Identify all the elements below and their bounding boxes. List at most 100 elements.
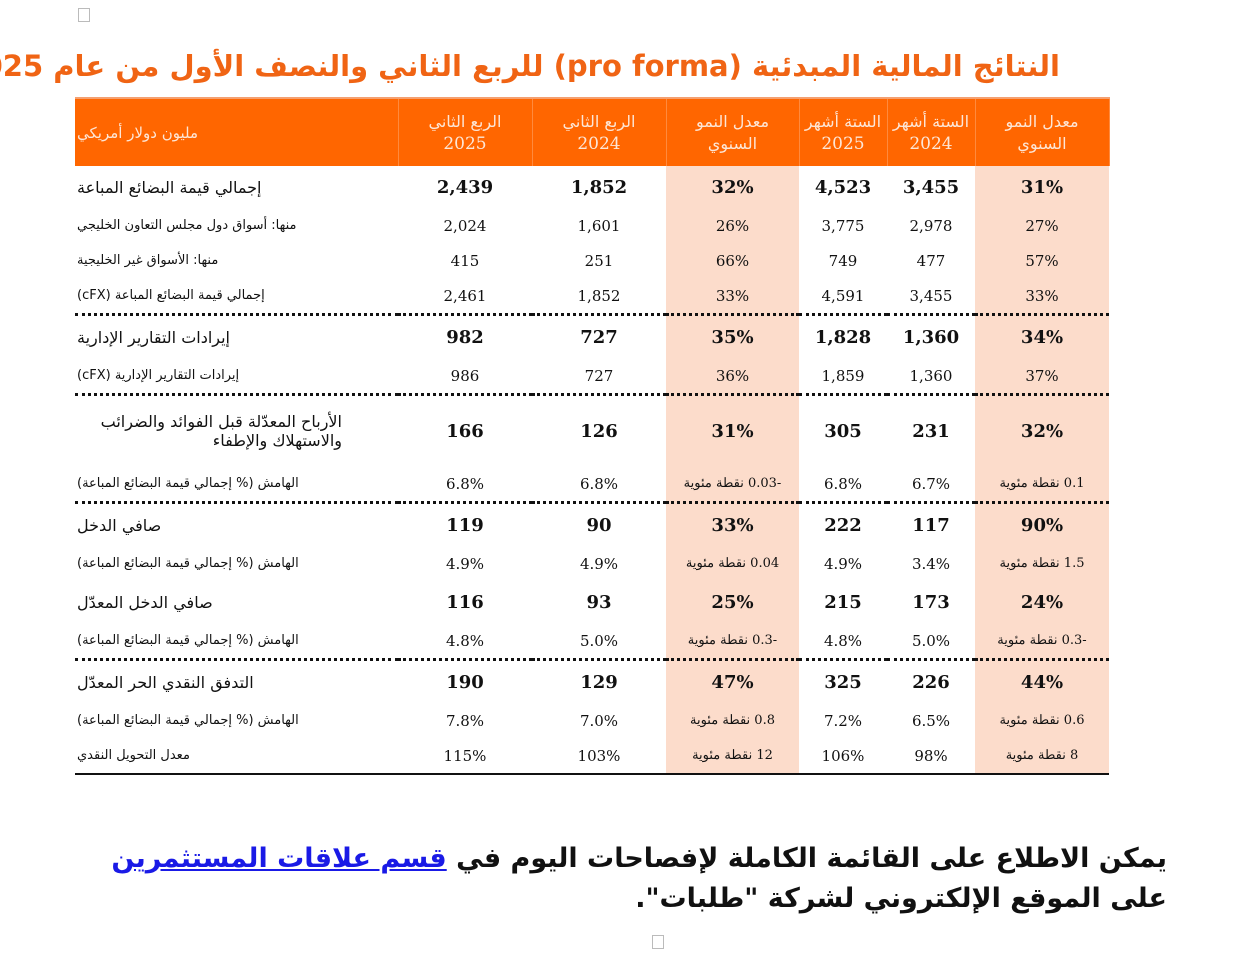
table-row: الهامش (% إجمالي قيمة البضائع المباعة) 4…	[75, 623, 1109, 661]
cell-quarter-growth: 47%	[666, 659, 799, 703]
investor-relations-link[interactable]: قسم علاقات المستثمرين	[111, 843, 447, 874]
table-row: صافي الدخل 119 90 33% 222 117 90%	[75, 502, 1109, 546]
table-row: إجمالي قيمة البضائع المباعة 2,439 1,852 …	[75, 166, 1109, 208]
cell-h1-2024: 5.0%	[887, 623, 975, 661]
cell-h1-2024: 231	[912, 420, 950, 442]
cell-quarter-growth: 26%	[666, 208, 799, 243]
table-row: صافي الدخل المعدّل 116 93 25% 215 173 24…	[75, 581, 1109, 623]
cell-half-growth: 33%	[975, 278, 1109, 316]
cell-half-growth: 32%	[975, 394, 1109, 466]
cell-h1-2024: 477	[916, 251, 946, 270]
row-label: الأرباح المعدّلة قبل الفوائد والضرائب وا…	[100, 412, 342, 450]
cell-h1-2024: 3.4%	[911, 554, 951, 573]
table-row: الأرباح المعدّلة قبل الفوائد والضرائب وا…	[75, 394, 1109, 466]
cell-h1-2025: 749	[828, 251, 858, 270]
cell-q2-2024: 727	[580, 326, 618, 348]
cell-h1-2025: 4.9%	[823, 554, 863, 573]
cell-q2-2025: 982	[446, 326, 484, 348]
cell-h1-2024: 1,360	[887, 358, 975, 396]
row-label: الهامش (% إجمالي قيمة البضائع المباعة)	[77, 556, 299, 571]
cell-quarter-growth: 33%	[666, 278, 799, 316]
table-row: منها: الأسواق غير الخليجية 415 251 66% 7…	[75, 243, 1109, 278]
row-label: منها: الأسواق غير الخليجية	[77, 253, 219, 268]
row-label: صافي الدخل	[77, 515, 162, 535]
cell-h1-2025: 215	[824, 591, 862, 613]
cell-q2-2024: 1,852	[570, 176, 628, 198]
cell-h1-2025: 222	[824, 514, 862, 536]
header-h1-2024: الستة أشهر 2024	[887, 97, 976, 166]
table-row: منها: أسواق دول مجلس التعاون الخليجي 2,0…	[75, 208, 1109, 243]
cell-half-growth: 90%	[975, 502, 1109, 546]
cell-half-growth: 57%	[975, 243, 1109, 278]
cell-quarter-growth: -0.3 نقطة مئوية	[666, 623, 799, 661]
page-title: النتائج المالية المبدئية (pro forma) للر…	[0, 49, 1060, 83]
header-h1-2025: الستة أشهر 2025	[799, 97, 888, 166]
cell-quarter-growth: -0.03 نقطة مئوية	[666, 466, 799, 504]
placeholder-glyph-icon	[78, 8, 90, 22]
row-label: إيرادات التقارير الإدارية (cFX)	[75, 358, 398, 396]
cell-h1-2024: 173	[912, 591, 950, 613]
cell-q2-2024: 129	[580, 671, 618, 693]
cell-q2-2025: 7.8%	[445, 711, 485, 730]
table-header-row: مليون دولار أمريكي الربع الثاني 2025 الرب…	[75, 97, 1110, 166]
cell-q2-2025: 115%	[398, 738, 532, 775]
table-row: التدفق النقدي الحر المعدّل 190 129 47% 3…	[75, 659, 1109, 703]
header-half-growth: معدل النمو السنوي	[975, 97, 1110, 166]
cell-quarter-growth: 12 نقطة مئوية	[666, 738, 799, 775]
cell-h1-2024: 3,455	[902, 176, 960, 198]
cell-quarter-growth: 0.8 نقطة مئوية	[666, 703, 799, 738]
cell-q2-2024: 1,852	[532, 278, 666, 316]
cell-q2-2025: 2,461	[398, 278, 532, 316]
cell-q2-2025: 116	[446, 591, 484, 613]
cell-half-growth: -0.3 نقطة مئوية	[975, 623, 1109, 661]
cell-q2-2025: 2,024	[443, 216, 487, 235]
cell-h1-2024: 226	[912, 671, 950, 693]
cell-quarter-growth: 0.04 نقطة مئوية	[666, 546, 799, 581]
cell-q2-2024: 251	[584, 251, 614, 270]
row-label: الهامش (% إجمالي قيمة البضائع المباعة)	[77, 713, 299, 728]
cell-q2-2025: 166	[446, 420, 484, 442]
cell-q2-2025: 415	[450, 251, 480, 270]
cell-q2-2024: 727	[532, 358, 666, 396]
cell-q2-2025: 190	[446, 671, 484, 693]
table-row: إيرادات التقارير الإدارية (cFX) 986 727 …	[75, 358, 1109, 396]
cell-q2-2024: 93	[586, 591, 612, 613]
cell-q2-2025: 4.9%	[445, 554, 485, 573]
cell-q2-2024: 4.9%	[579, 554, 619, 573]
cell-q2-2024: 5.0%	[532, 623, 666, 661]
cell-h1-2025: 325	[824, 671, 862, 693]
row-label: إيرادات التقارير الإدارية	[77, 327, 230, 347]
financial-results-table: مليون دولار أمريكي الربع الثاني 2025 الرب…	[75, 97, 1110, 775]
cell-half-growth: 0.6 نقطة مئوية	[975, 703, 1109, 738]
cell-half-growth: 37%	[975, 358, 1109, 396]
header-q2-2025: الربع الثاني 2025	[398, 97, 533, 166]
cell-h1-2024: 117	[912, 514, 950, 536]
cell-h1-2025: 4.8%	[799, 623, 887, 661]
header-quarter-growth: معدل النمو السنوي	[666, 97, 800, 166]
cell-q2-2024: 7.0%	[579, 711, 619, 730]
table-row: الهامش (% إجمالي قيمة البضائع المباعة) 7…	[75, 703, 1109, 738]
cell-h1-2024: 6.5%	[911, 711, 951, 730]
table-row: الهامش (% إجمالي قيمة البضائع المباعة) 6…	[75, 466, 1109, 504]
cell-half-growth: 34%	[975, 314, 1109, 358]
cell-h1-2024: 1,360	[902, 326, 960, 348]
row-label: إجمالي قيمة البضائع المباعة (cFX)	[75, 278, 398, 316]
cell-q2-2024: 6.8%	[532, 466, 666, 504]
cell-q2-2025: 6.8%	[398, 466, 532, 504]
row-label: التدفق النقدي الحر المعدّل	[77, 672, 254, 692]
row-label: معدل التحويل النقدي	[75, 738, 398, 775]
cell-h1-2025: 106%	[799, 738, 887, 775]
cell-quarter-growth: 36%	[666, 358, 799, 396]
cell-half-growth: 1.5 نقطة مئوية	[975, 546, 1109, 581]
footer-paragraph: يمكن الاطلاع على القائمة الكاملة لإفصاحا…	[111, 843, 1167, 914]
cell-q2-2025: 119	[446, 514, 484, 536]
cell-h1-2024: 3,455	[887, 278, 975, 316]
cell-half-growth: 31%	[975, 166, 1109, 208]
cell-quarter-growth: 35%	[666, 314, 799, 358]
cell-quarter-growth: 66%	[666, 243, 799, 278]
cell-quarter-growth: 32%	[666, 166, 799, 208]
table-row: إجمالي قيمة البضائع المباعة (cFX) 2,461 …	[75, 278, 1109, 316]
cell-q2-2025: 4.8%	[398, 623, 532, 661]
row-label: صافي الدخل المعدّل	[77, 592, 213, 612]
cell-h1-2025: 4,523	[814, 176, 872, 198]
